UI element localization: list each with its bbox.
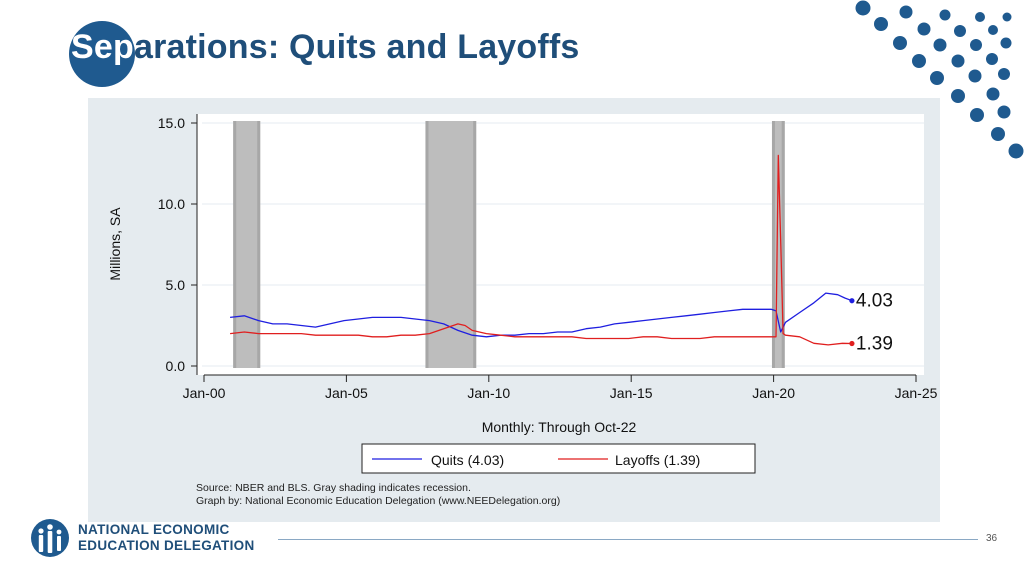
x-tick-label-4: Jan-20	[752, 385, 795, 401]
recession-band-2	[771, 121, 785, 368]
series-end-label-0: 4.03	[856, 291, 893, 312]
series-end-point-1	[849, 340, 855, 347]
series-end-point-0	[849, 298, 855, 304]
y-tick-label-2: 10.0	[158, 196, 185, 212]
x-tick-label-3: Jan-15	[610, 385, 653, 401]
legend-entry-layoffs: Layoffs (1.39)	[615, 452, 700, 468]
y-tick-label-3: 15.0	[158, 115, 185, 131]
x-axis-label: Monthly: Through Oct-22	[482, 419, 637, 435]
legend-entry-quits: Quits (4.03)	[431, 452, 504, 468]
x-tick-label-2: Jan-10	[467, 385, 510, 401]
people-columns-icon	[31, 519, 69, 557]
x-tick-label-1: Jan-05	[325, 385, 368, 401]
logo: NATIONAL ECONOMIC EDUCATION DELEGATION	[30, 518, 280, 558]
page-title-rest: arations: Quits and Layoffs	[133, 28, 580, 66]
y-tick-label-1: 5.0	[166, 277, 186, 293]
page-number: 36	[986, 533, 998, 544]
recession-band-0	[233, 121, 261, 368]
footer-rule	[278, 539, 978, 540]
logo-text-line2: EDUCATION DELEGATION	[78, 538, 255, 553]
x-tick-label-5: Jan-25	[895, 385, 938, 401]
logo-text-line1: NATIONAL ECONOMIC	[78, 522, 230, 537]
source-note: Source: NBER and BLS. Gray shading indic…	[196, 482, 471, 494]
y-axis-label: Millions, SA	[107, 207, 123, 281]
chart-panel: 4.03 1.39 0.0 5.0 10.0 15.0 Jan-00 Jan-05 Jan-1…	[88, 98, 940, 522]
title-accent-circle	[69, 21, 135, 87]
graph-by-note: Graph by: National Economic Education De…	[196, 495, 560, 507]
series-end-label-1: 1.39	[856, 333, 893, 354]
page-title: Separations: Quits and Layoffs	[71, 28, 580, 67]
legend: Quits (4.03) Layoffs (1.39)	[361, 443, 756, 474]
y-tick-label-0: 0.0	[166, 358, 186, 374]
chart: 4.03 1.39 0.0 5.0 10.0 15.0 Jan-00 Jan-05 Jan-1…	[107, 114, 938, 507]
page-title-accent: Sep	[71, 28, 134, 66]
recession-band-1	[425, 121, 477, 368]
plot-area	[197, 114, 924, 375]
decorative-dots	[855, 0, 1024, 159]
x-tick-label-0: Jan-00	[183, 385, 226, 401]
series-line-1	[230, 154, 852, 346]
